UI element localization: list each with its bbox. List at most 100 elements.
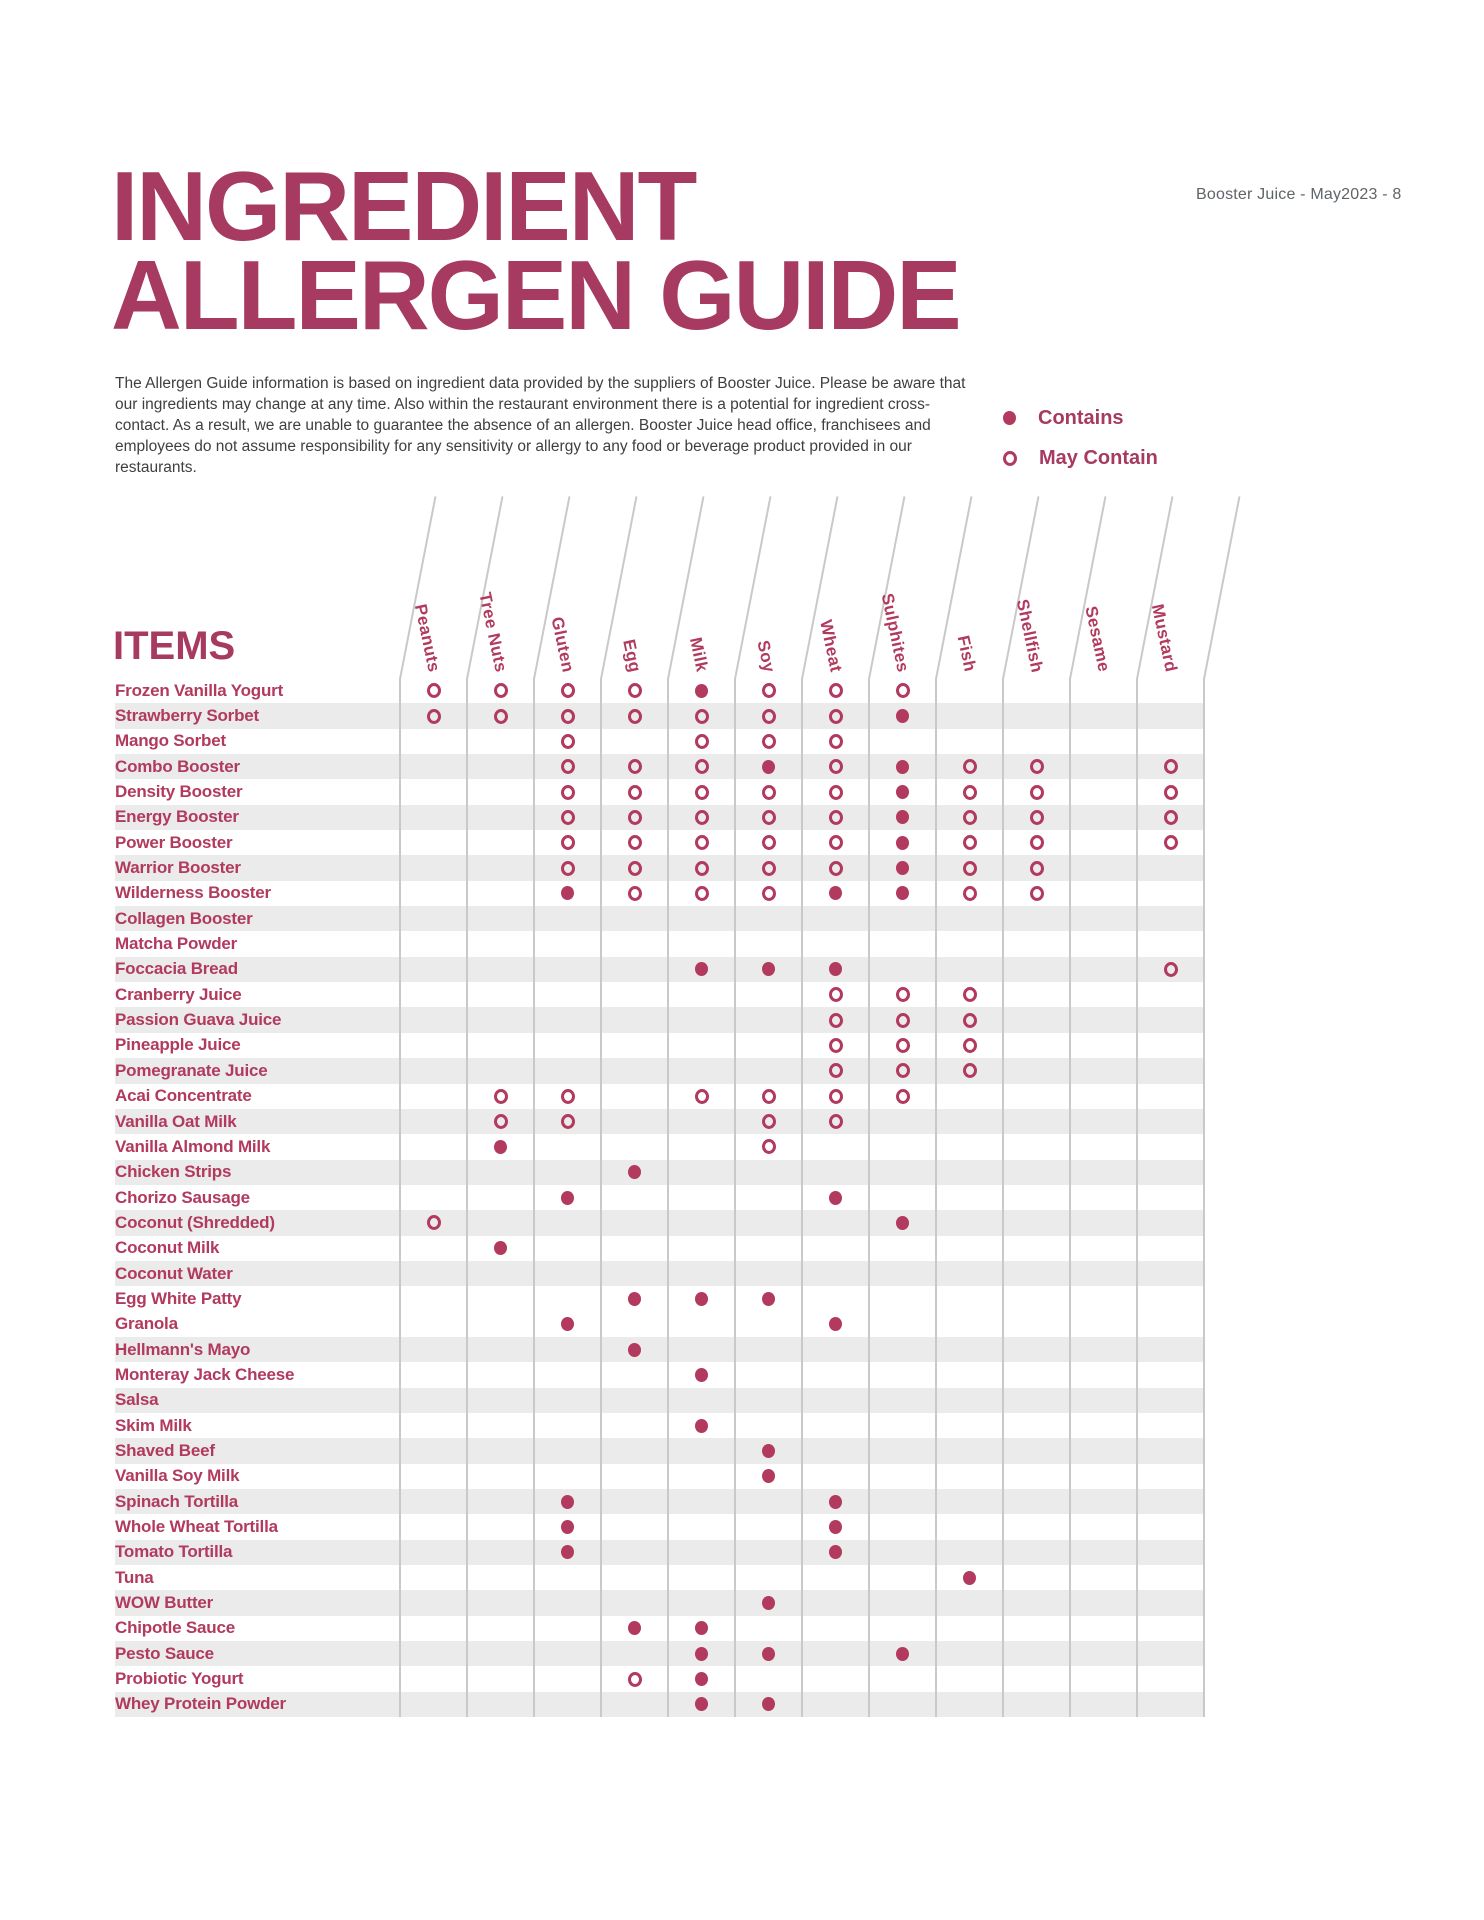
allergen-cell-egg xyxy=(601,1438,668,1463)
allergen-cell-shellfish xyxy=(1003,1464,1070,1489)
allergen-cell-mustard xyxy=(1137,1058,1204,1083)
may-contain-mark xyxy=(426,1215,441,1231)
allergen-cell-milk xyxy=(668,1109,735,1134)
allergen-cell-gluten xyxy=(534,1616,601,1641)
contains-mark xyxy=(963,1570,976,1585)
column-header-label: Gluten xyxy=(547,614,578,674)
allergen-cell-milk xyxy=(668,1261,735,1286)
allergen-cell-egg xyxy=(601,678,668,703)
allergen-cell-wheat xyxy=(802,1692,869,1717)
allergen-cell-wheat xyxy=(802,1109,869,1134)
allergen-cell-soy xyxy=(735,1160,802,1185)
allergen-cell-soy xyxy=(735,1590,802,1615)
allergen-cell-egg xyxy=(601,1033,668,1058)
allergen-cell-peanuts xyxy=(400,1464,467,1489)
allergen-cell-shellfish xyxy=(1003,830,1070,855)
allergen-cell-milk xyxy=(668,1210,735,1235)
allergen-cell-gluten xyxy=(534,982,601,1007)
allergen-cell-tree-nuts xyxy=(467,1565,534,1590)
allergen-cell-wheat xyxy=(802,729,869,754)
allergen-cell-tree-nuts xyxy=(467,982,534,1007)
grid-line xyxy=(868,678,870,1718)
disclaimer-text: The Allergen Guide information is based … xyxy=(115,375,966,476)
allergen-cell-sulphites xyxy=(869,1160,936,1185)
contains-mark xyxy=(829,1190,842,1205)
may-contain-mark xyxy=(560,683,575,699)
grid-line xyxy=(935,678,937,1718)
column-header-label: Mustard xyxy=(1147,602,1181,674)
allergen-cell-tree-nuts xyxy=(467,1109,534,1134)
allergen-cell-milk xyxy=(668,1007,735,1032)
allergen-cell-peanuts xyxy=(400,1033,467,1058)
allergen-cell-wheat xyxy=(802,1616,869,1641)
allergen-cell-wheat xyxy=(802,1261,869,1286)
allergen-cell-egg xyxy=(601,1692,668,1717)
allergen-cell-tree-nuts xyxy=(467,1337,534,1362)
may-contain-mark xyxy=(828,835,843,851)
contains-mark xyxy=(628,1165,641,1180)
allergen-cell-mustard xyxy=(1137,1286,1204,1311)
allergen-cell-sesame xyxy=(1070,1692,1137,1717)
allergen-cell-soy xyxy=(735,1337,802,1362)
item-label: Combo Booster xyxy=(115,756,240,776)
allergen-cell-sesame xyxy=(1070,1388,1137,1413)
allergen-cell-soy xyxy=(735,906,802,931)
allergen-cell-gluten xyxy=(534,1185,601,1210)
allergen-cell-mustard xyxy=(1137,931,1204,956)
allergen-cell-soy xyxy=(735,729,802,754)
allergen-cell-egg xyxy=(601,779,668,804)
allergen-cell-gluten xyxy=(534,1160,601,1185)
allergen-cell-soy xyxy=(735,982,802,1007)
allergen-cell-egg xyxy=(601,729,668,754)
allergen-cell-shellfish xyxy=(1003,906,1070,931)
allergen-cell-soy xyxy=(735,1489,802,1514)
allergen-cell-sulphites xyxy=(869,1413,936,1438)
allergen-cell-soy xyxy=(735,1236,802,1261)
allergen-cell-sulphites xyxy=(869,1210,936,1235)
contains-mark xyxy=(561,1545,574,1560)
column-header-egg: Egg xyxy=(619,468,647,674)
contains-mark xyxy=(896,1646,909,1661)
column-header-gluten: Gluten xyxy=(547,468,580,674)
may-contain-mark xyxy=(694,860,709,876)
allergen-cell-soy xyxy=(735,855,802,880)
may-contain-mark xyxy=(560,784,575,800)
allergen-cell-wheat xyxy=(802,1286,869,1311)
allergen-cell-sesame xyxy=(1070,1007,1137,1032)
allergen-cell-shellfish xyxy=(1003,1388,1070,1413)
allergen-cell-tree-nuts xyxy=(467,678,534,703)
allergen-cell-sulphites xyxy=(869,982,936,1007)
item-label: Foccacia Bread xyxy=(115,959,238,979)
item-label: Collagen Booster xyxy=(115,908,253,928)
allergen-cell-tree-nuts xyxy=(467,1134,534,1159)
allergen-cell-sulphites xyxy=(869,1464,936,1489)
allergen-cell-wheat xyxy=(802,1312,869,1337)
allergen-cell-milk xyxy=(668,881,735,906)
allergen-cell-sulphites xyxy=(869,754,936,779)
column-header-sesame: Sesame xyxy=(1081,468,1116,674)
allergen-cell-fish xyxy=(936,1590,1003,1615)
item-label: Coconut Milk xyxy=(115,1238,220,1258)
allergen-cell-gluten xyxy=(534,1058,601,1083)
allergen-cell-fish xyxy=(936,1565,1003,1590)
allergen-cell-sesame xyxy=(1070,1312,1137,1337)
allergen-cell-tree-nuts xyxy=(467,1185,534,1210)
table-row-frozen-vanilla-yogurt: Frozen Vanilla Yogurt xyxy=(115,678,1204,703)
allergen-cell-fish xyxy=(936,703,1003,728)
allergen-cell-egg xyxy=(601,931,668,956)
page-title-line1: INGREDIENT xyxy=(111,151,697,261)
allergen-cell-egg xyxy=(601,957,668,982)
allergen-cell-peanuts xyxy=(400,1185,467,1210)
allergen-cell-fish xyxy=(936,1692,1003,1717)
allergen-cell-sesame xyxy=(1070,1261,1137,1286)
allergen-cell-soy xyxy=(735,881,802,906)
contains-mark xyxy=(695,1291,708,1306)
allergen-cell-soy xyxy=(735,1033,802,1058)
contains-mark xyxy=(896,861,909,876)
allergen-cell-milk xyxy=(668,1160,735,1185)
allergen-cell-tree-nuts xyxy=(467,1388,534,1413)
may-contain-mark xyxy=(962,885,977,901)
allergen-cell-milk xyxy=(668,1058,735,1083)
may-contain-mark xyxy=(1029,860,1044,876)
may-contain-mark xyxy=(761,1114,776,1130)
